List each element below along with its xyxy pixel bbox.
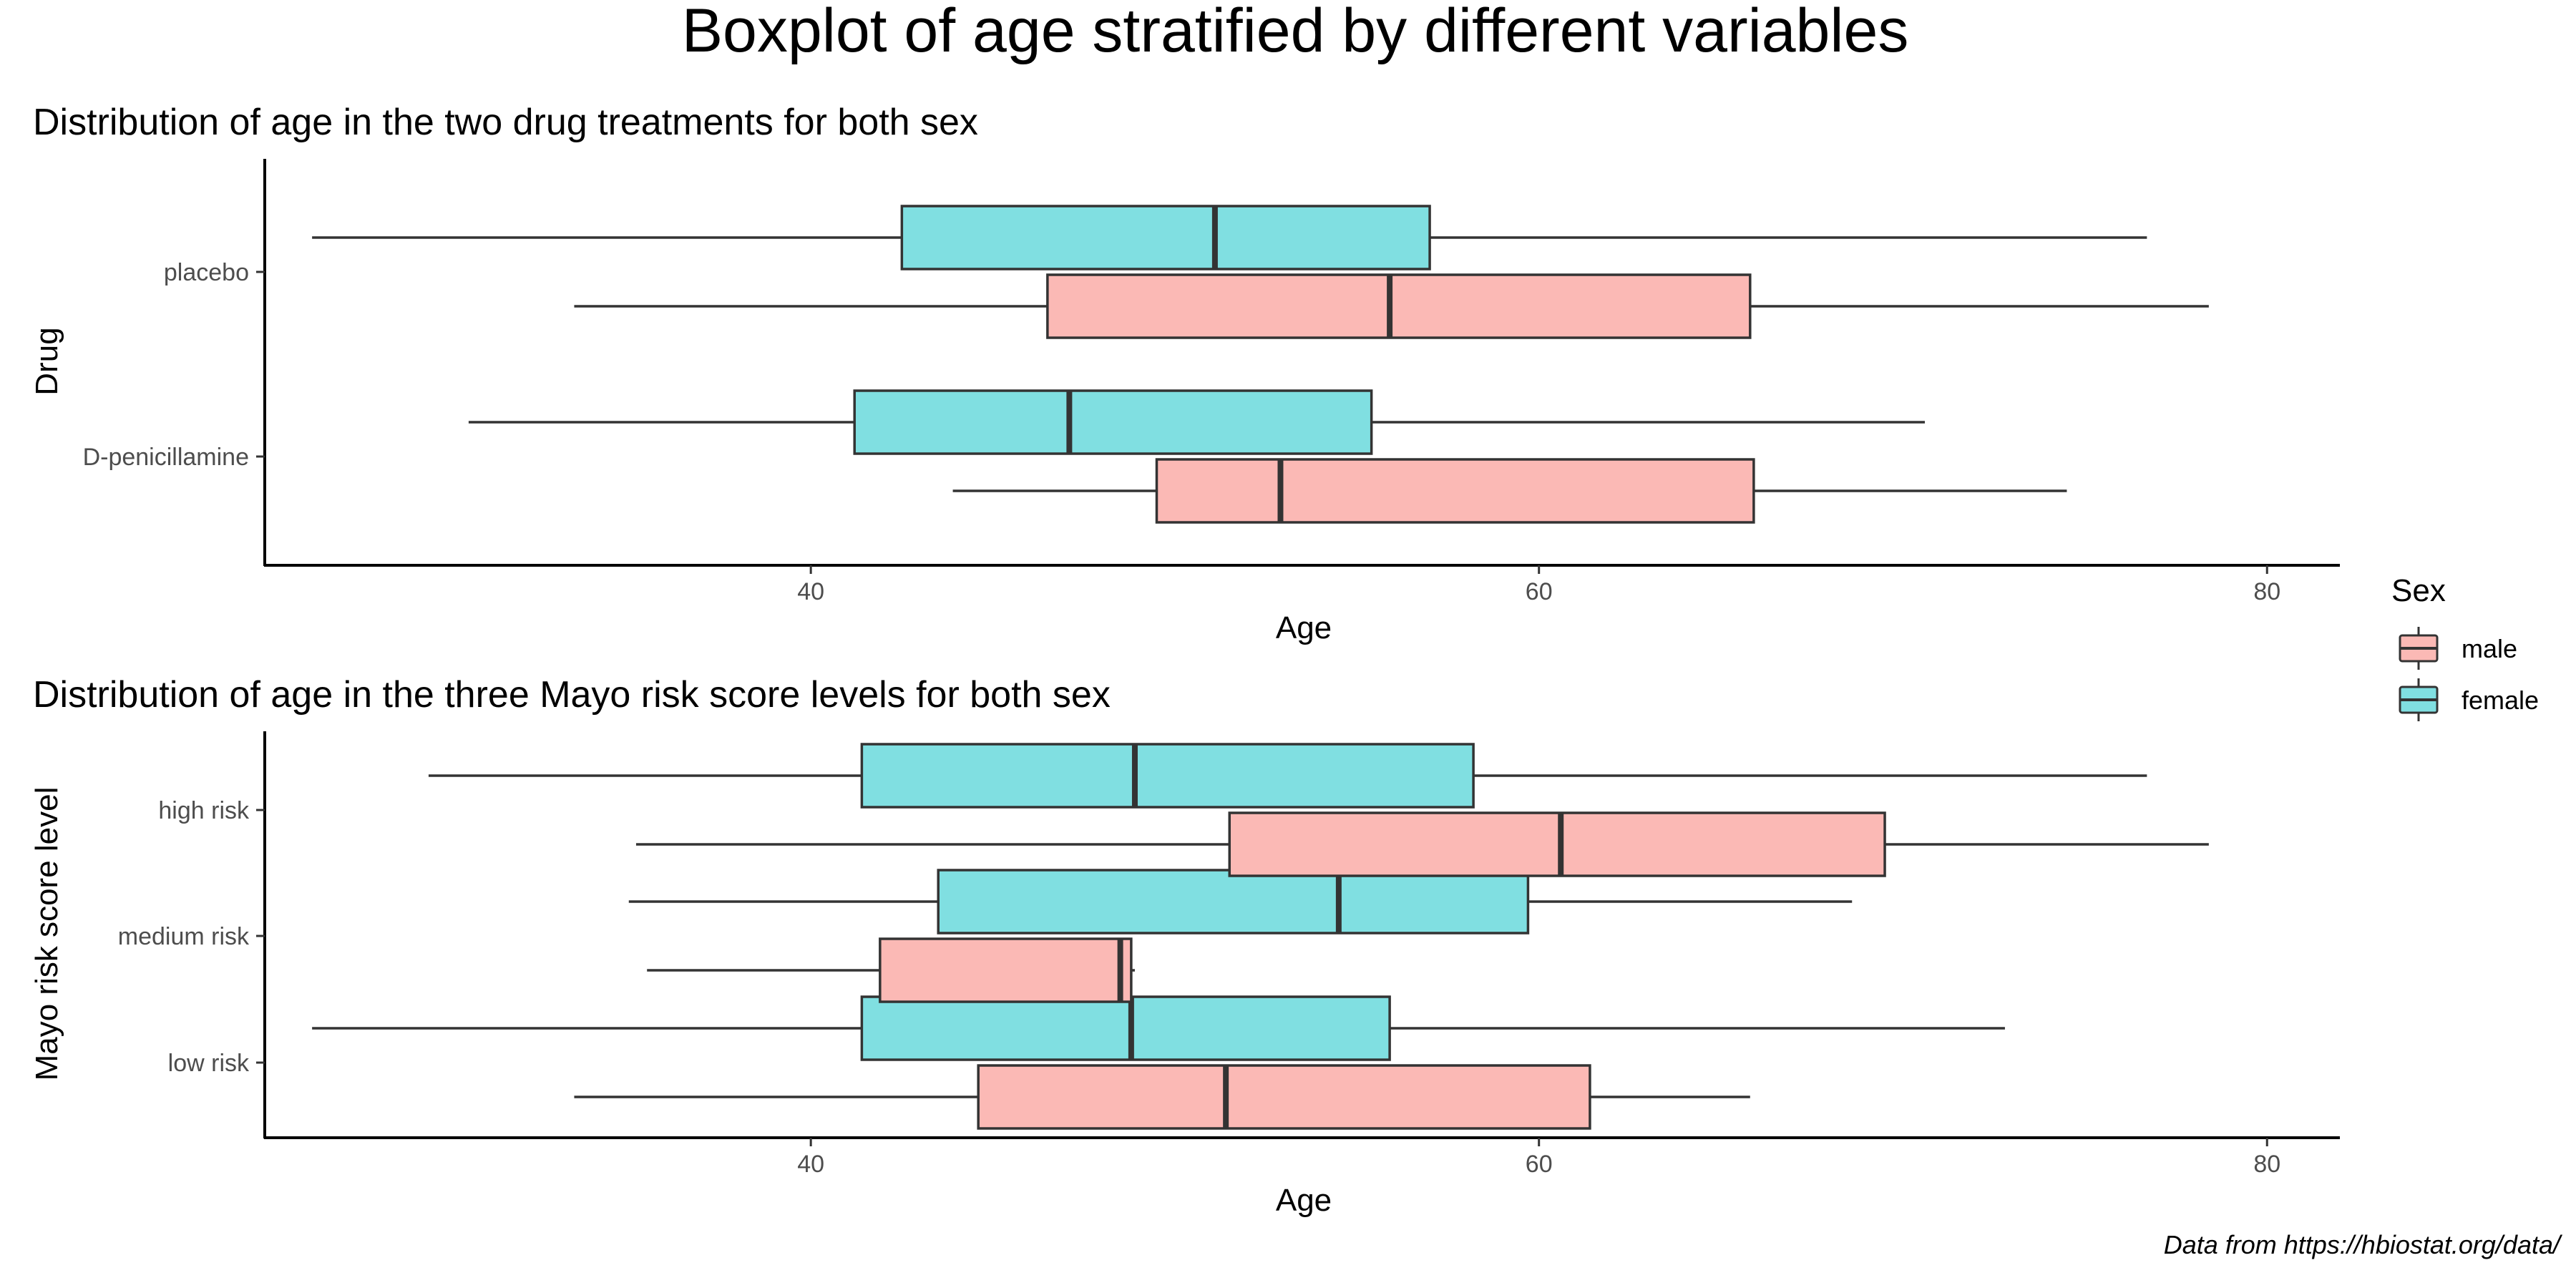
x-axis-title-mayo: Age xyxy=(1276,1183,1332,1218)
legend-title: Sex xyxy=(2391,573,2446,608)
x-tick-label: 40 xyxy=(797,578,824,605)
box-iqr xyxy=(879,937,1133,1003)
y-tick-label: placebo xyxy=(164,259,249,286)
box-male-d-penicillamine xyxy=(952,458,2067,524)
legend-label-female: female xyxy=(2462,686,2539,715)
box-female-low-risk xyxy=(312,995,2005,1061)
box-iqr xyxy=(937,869,1530,935)
y-tick-label: D-penicillamine xyxy=(83,444,249,471)
box-male-low-risk xyxy=(574,1064,1750,1130)
box-iqr xyxy=(900,205,1431,270)
box-iqr xyxy=(860,743,1475,809)
y-axis-title-drug: Drug xyxy=(29,327,64,395)
legend-item-male: male xyxy=(2399,627,2517,670)
box-iqr xyxy=(1228,811,1886,877)
box-female-medium-risk xyxy=(628,869,1853,935)
legend-label-male: male xyxy=(2462,634,2517,663)
box-male-placebo xyxy=(574,273,2209,339)
x-tick-label: 60 xyxy=(1526,578,1553,605)
panel-mayo-risk: Distribution of age in the three Mayo ri… xyxy=(29,674,2340,1218)
x-tick-label: 80 xyxy=(2253,578,2280,605)
panel-title-mayo: Distribution of age in the three Mayo ri… xyxy=(33,674,1111,716)
box-iqr xyxy=(853,389,1373,455)
x-tick-label: 40 xyxy=(797,1151,824,1178)
box-iqr xyxy=(1155,458,1755,524)
box-male-medium-risk xyxy=(647,937,1135,1003)
y-tick-label: high risk xyxy=(158,797,250,824)
panel-drug: Distribution of age in the two drug trea… xyxy=(29,102,2340,645)
box-iqr xyxy=(860,995,1391,1061)
legend-item-female: female xyxy=(2399,678,2539,721)
figure-title: Boxplot of age stratified by different v… xyxy=(682,0,1909,65)
x-axis-title-drug: Age xyxy=(1276,610,1332,645)
y-axis-title-mayo: Mayo risk score level xyxy=(29,787,64,1081)
box-female-high-risk xyxy=(428,743,2147,809)
source-caption: Data from https://hbiostat.org/data/ xyxy=(2164,1230,2563,1259)
box-male-high-risk xyxy=(635,811,2209,877)
box-female-placebo xyxy=(312,205,2147,270)
legend: Sex male female xyxy=(2391,573,2539,721)
y-tick-label: low risk xyxy=(168,1050,250,1077)
box-female-d-penicillamine xyxy=(468,389,1925,455)
box-iqr xyxy=(977,1064,1591,1130)
box-iqr xyxy=(1046,273,1752,339)
x-tick-label: 60 xyxy=(1526,1151,1553,1178)
x-tick-label: 80 xyxy=(2253,1151,2280,1178)
y-tick-label: medium risk xyxy=(118,923,250,950)
panel-title-drug: Distribution of age in the two drug trea… xyxy=(33,102,978,143)
